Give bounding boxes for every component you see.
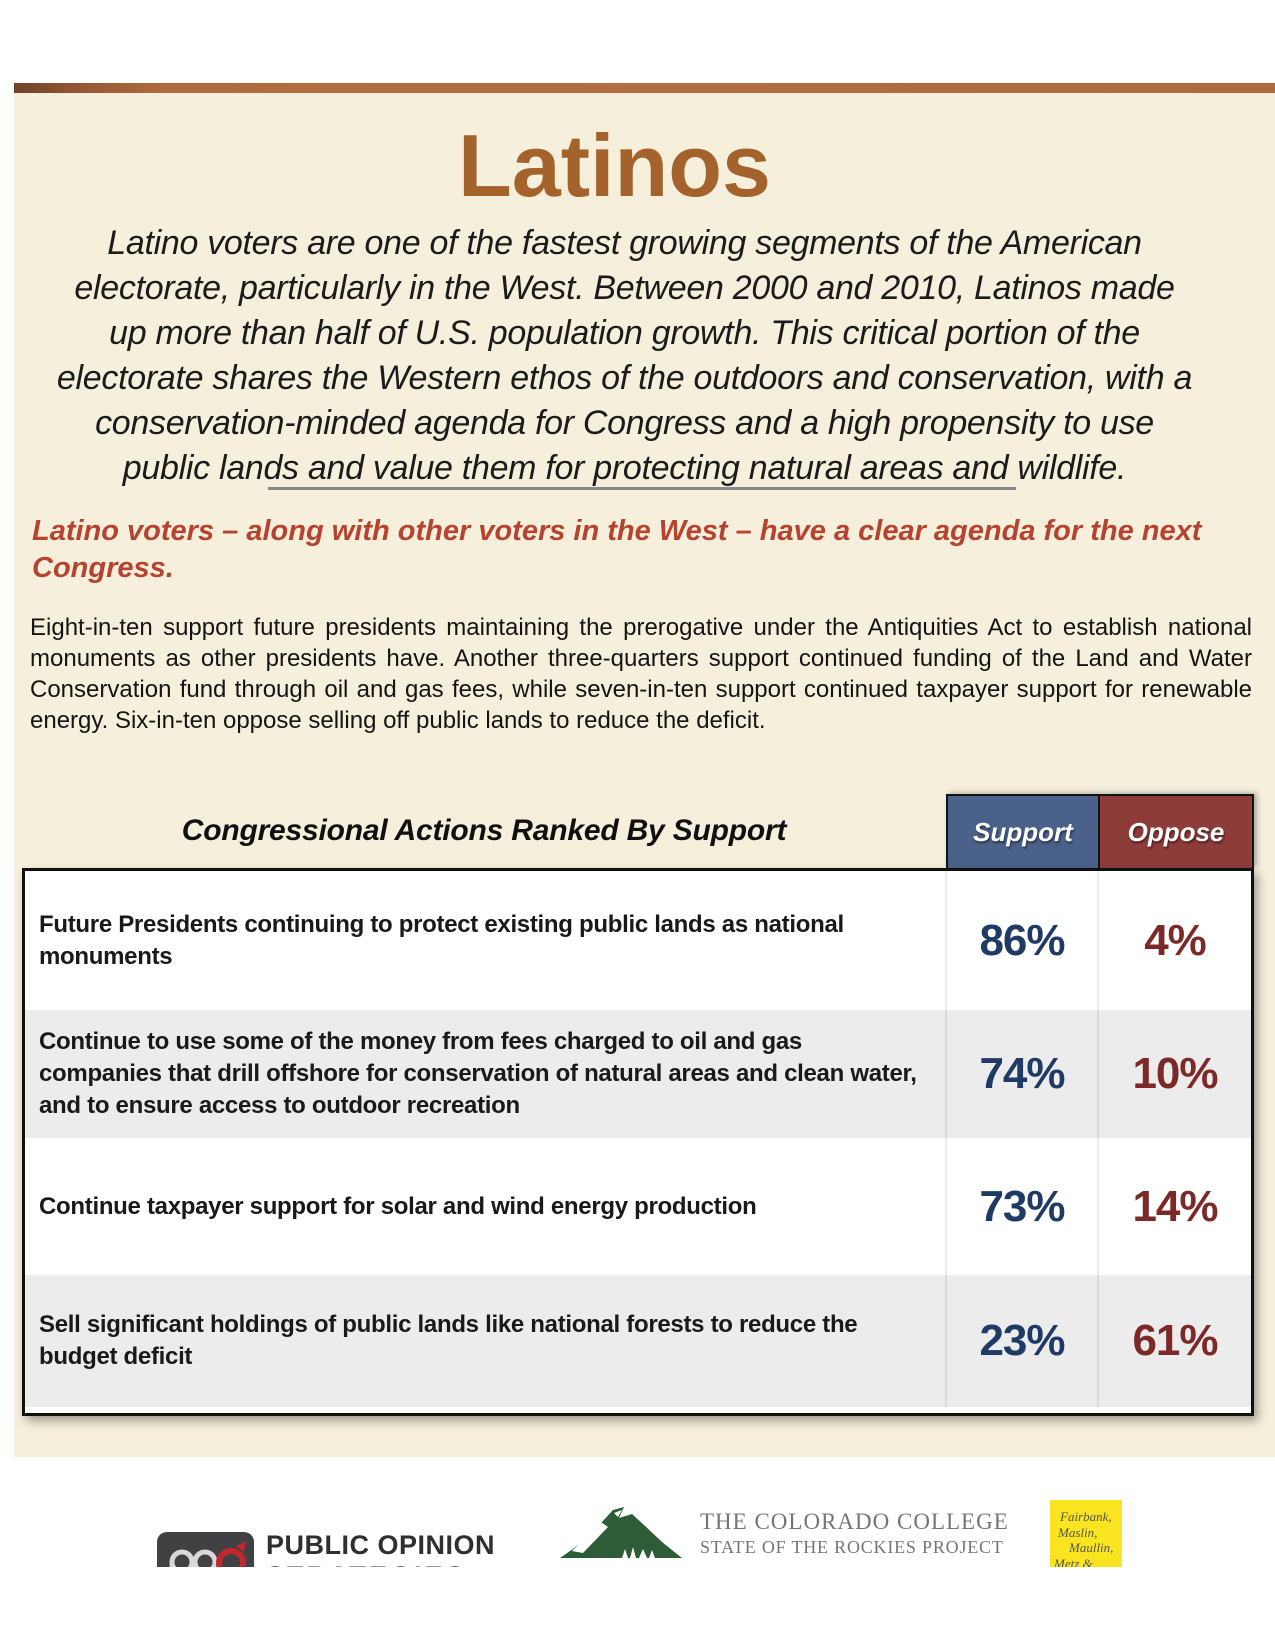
footer-logos: PUBLIC OPINION STRATEGIES THE COLORADO C… — [0, 1457, 1275, 1567]
fmm-line: Maullin, — [1069, 1540, 1114, 1555]
body-paragraph: Eight-in-ten support future presidents m… — [30, 614, 1252, 734]
table-header-row: Congressional Actions Ranked By Support … — [22, 794, 1254, 868]
colorado-college-logo: THE COLORADO COLLEGE STATE OF THE ROCKIE… — [700, 1509, 1009, 1558]
table-row: Continue taxpayer support for solar and … — [25, 1138, 1251, 1275]
fmm-line: Fairbank, — [1060, 1509, 1112, 1524]
action-description: Future Presidents continuing to protect … — [39, 910, 844, 970]
mountain-icon — [560, 1507, 682, 1558]
highlight-heading: Latino voters – along with other voters … — [32, 515, 1202, 584]
strategies-label: STRATEGIES — [266, 1561, 467, 1567]
public-opinion-label: PUBLIC OPINION — [266, 1530, 496, 1560]
support-value: 86% — [945, 871, 1097, 1010]
oppose-column-header: Oppose — [1100, 794, 1254, 868]
action-description: Continue taxpayer support for solar and … — [39, 1192, 757, 1220]
table-row: Sell significant holdings of public land… — [25, 1275, 1251, 1407]
oppose-value: 14% — [1097, 1138, 1251, 1275]
page-title: Latinos — [458, 116, 771, 215]
intro-line: public lands and value them for protecti… — [122, 449, 1127, 487]
fairbank-maslin-logo: Fairbank, Maslin, Maullin, Metz & — [1050, 1500, 1122, 1567]
support-value: 73% — [945, 1138, 1097, 1275]
intro-line: Latino voters are one of the fastest gro… — [107, 224, 1142, 262]
top-accent-bar — [14, 83, 1275, 93]
oppose-value: 61% — [1097, 1275, 1251, 1407]
pos-logo-icon — [157, 1532, 254, 1567]
intro-paragraph: Latino voters are one of the fastest gro… — [14, 221, 1235, 491]
content-panel: Latinos Latino voters are one of the fas… — [14, 93, 1275, 1457]
action-description: Sell significant holdings of public land… — [39, 1311, 858, 1370]
fmm-line: Metz & — [1054, 1555, 1093, 1568]
oppose-value: 4% — [1097, 871, 1251, 1010]
support-value: 23% — [945, 1275, 1097, 1407]
support-value: 74% — [945, 1010, 1097, 1138]
intro-line: electorate, particularly in the West. Be… — [74, 269, 1175, 307]
section-divider — [268, 487, 1016, 490]
colorado-college-label: THE COLORADO COLLEGE — [700, 1509, 1009, 1534]
table-row: Continue to use some of the money from f… — [25, 1010, 1251, 1138]
table-row: Future Presidents continuing to protect … — [25, 871, 1251, 1010]
action-description: Continue to use some of the money from f… — [39, 1028, 917, 1119]
pos-monogram-icon — [169, 1541, 246, 1567]
oppose-value: 10% — [1097, 1010, 1251, 1138]
congressional-actions-table: Future Presidents continuing to protect … — [22, 868, 1254, 1416]
fmm-line: Maslin, — [1058, 1524, 1098, 1540]
intro-line: conservation-minded agenda for Congress … — [95, 404, 1154, 442]
support-column-header: Support — [946, 794, 1100, 868]
table-title: Congressional Actions Ranked By Support — [181, 814, 787, 847]
intro-line: up more than half of U.S. population gro… — [109, 314, 1140, 352]
rockies-project-label: STATE OF THE ROCKIES PROJECT — [700, 1537, 1004, 1557]
intro-line: electorate shares the Western ethos of t… — [56, 359, 1193, 397]
